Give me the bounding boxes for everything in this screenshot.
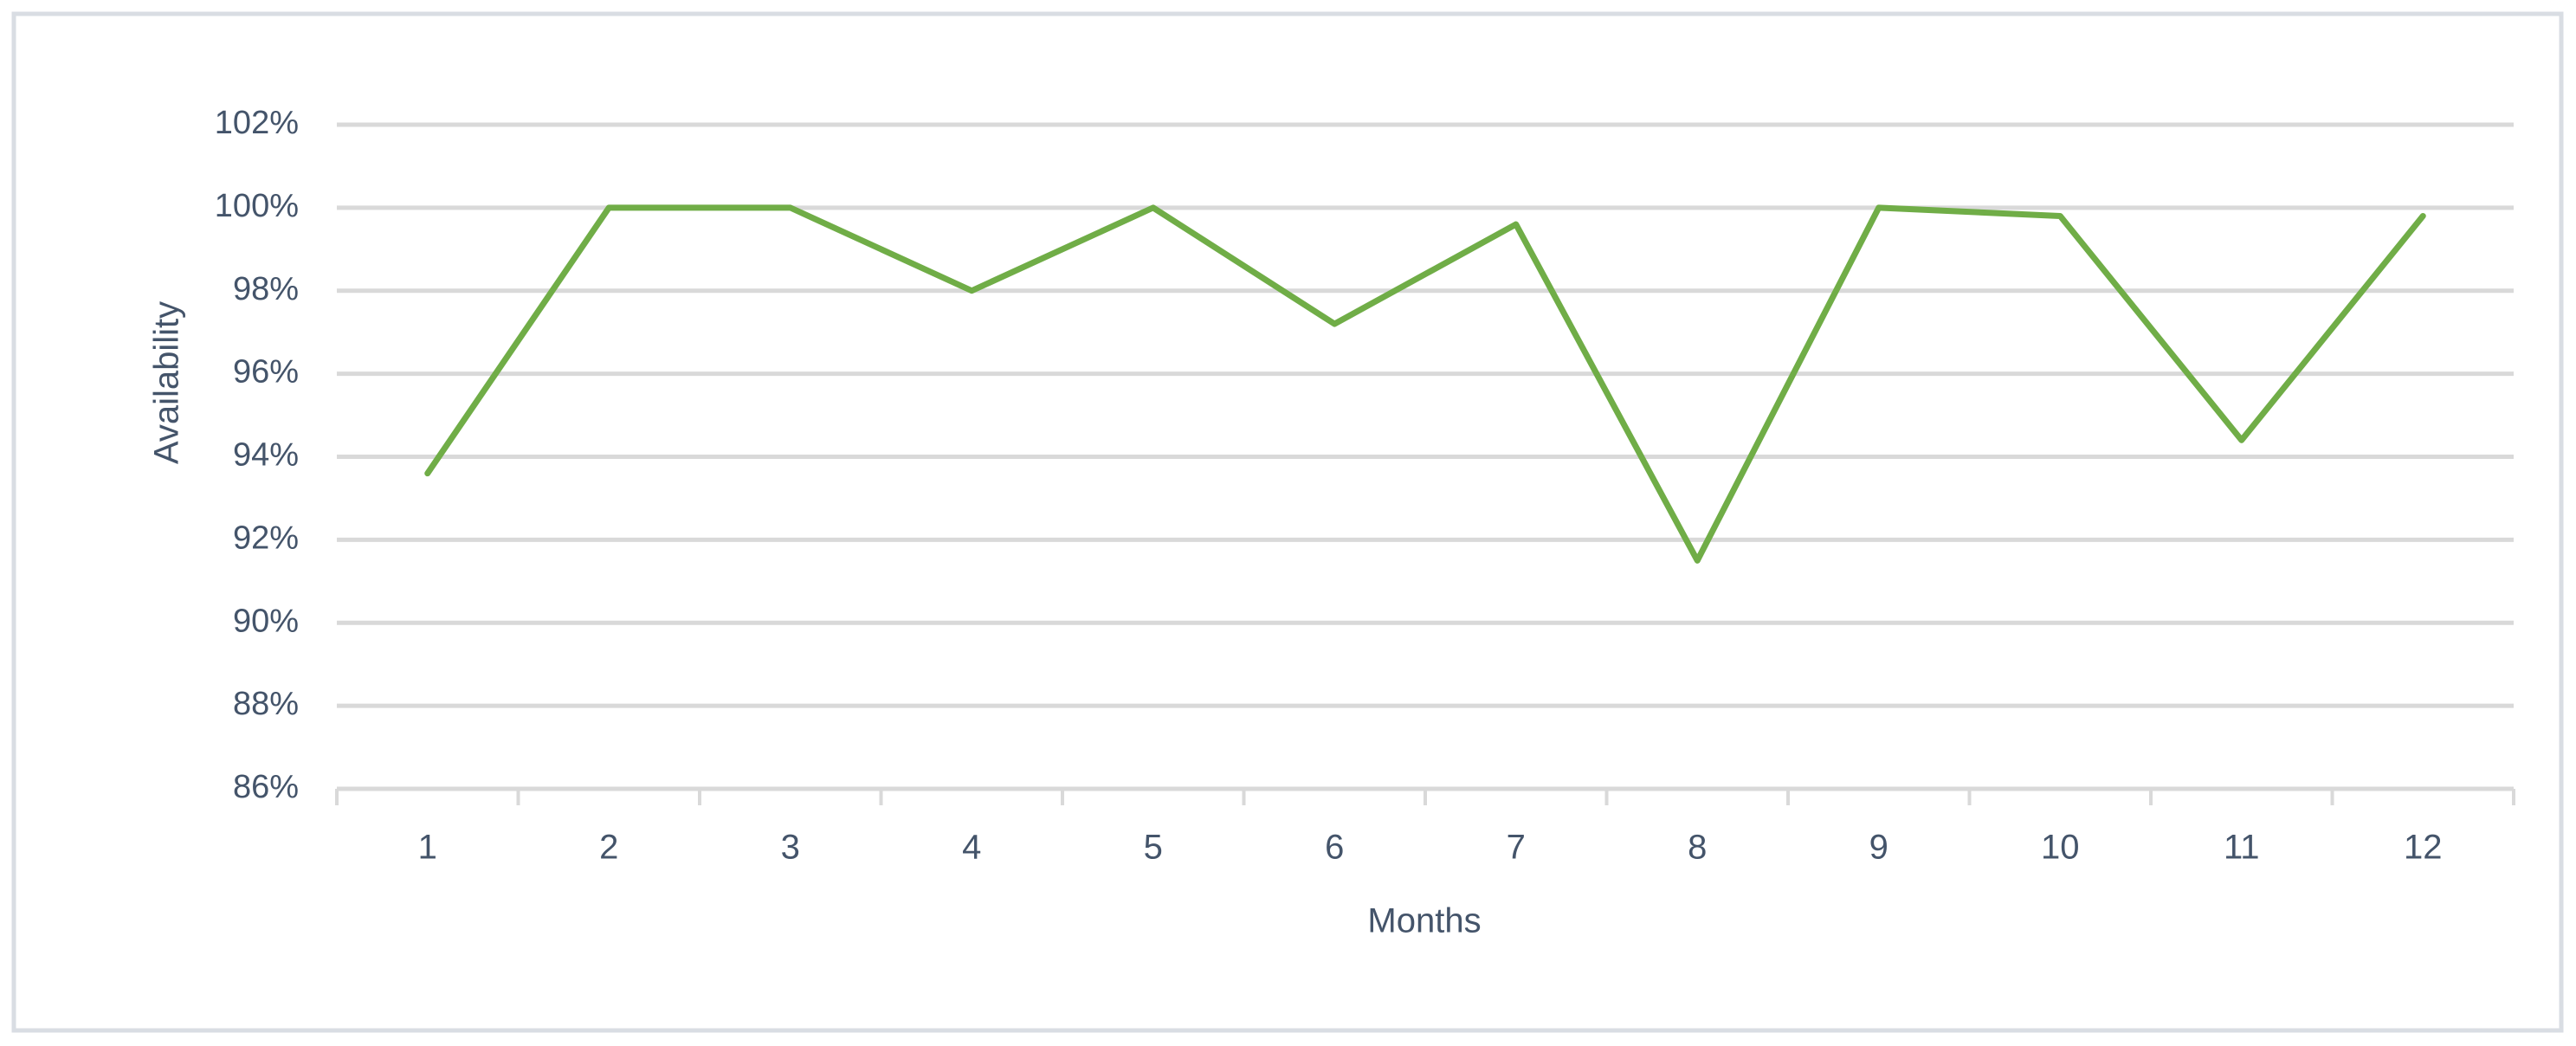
y-axis-title: Availability [148, 301, 186, 464]
x-tick-label: 2 [599, 829, 618, 867]
x-tick-label: 6 [1325, 829, 1344, 867]
x-tick-label: 3 [781, 829, 800, 867]
x-tick-label: 7 [1507, 829, 1526, 867]
x-tick-label: 8 [1688, 829, 1707, 867]
x-tick-label: 1 [418, 829, 437, 867]
y-tick-label: 96% [233, 354, 299, 391]
data-line [424, 204, 2426, 564]
x-tick-label: 5 [1144, 829, 1163, 867]
x-tick-label: 4 [962, 829, 981, 867]
x-axis-title: Months [1367, 902, 1481, 940]
y-tick-label: 102% [215, 105, 299, 141]
y-tick-label: 90% [233, 603, 299, 639]
y-tick-label: 94% [233, 437, 299, 474]
y-tick-label: 86% [233, 769, 299, 805]
y-tick-label: 98% [233, 271, 299, 307]
x-tick-label: 9 [1869, 829, 1888, 867]
x-tick-label: 11 [2224, 829, 2260, 867]
x-tick-label: 10 [2041, 829, 2080, 867]
y-tick-label: 100% [215, 188, 299, 224]
x-tick-label: 12 [2404, 829, 2443, 867]
chart-frame [11, 11, 2564, 1033]
y-tick-label: 88% [233, 686, 299, 722]
y-tick-label: 92% [233, 520, 299, 556]
